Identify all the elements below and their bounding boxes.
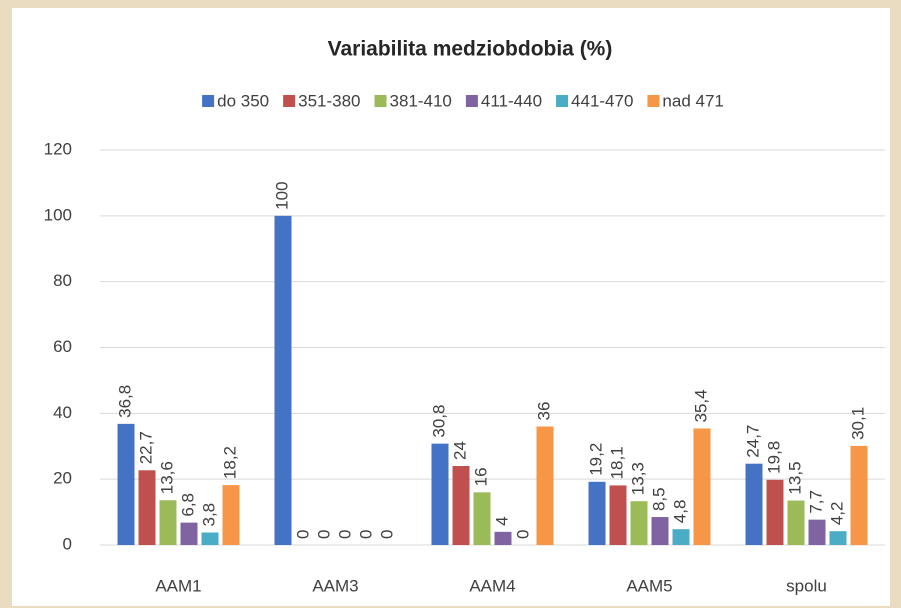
- y-tick-label: 100: [44, 205, 72, 224]
- data-label: 24: [450, 441, 469, 460]
- data-label: 7,7: [806, 490, 825, 514]
- x-tick-label: AAM5: [626, 576, 672, 595]
- legend-swatch: [556, 95, 569, 107]
- data-label: 4,8: [670, 500, 689, 524]
- legend-swatch: [374, 95, 387, 107]
- bar: [766, 479, 784, 545]
- y-tick-label: 40: [53, 403, 72, 422]
- data-label: 22,7: [136, 431, 155, 464]
- data-label: 18,1: [607, 446, 626, 479]
- bar: [829, 531, 847, 545]
- chart-background: [12, 8, 890, 606]
- data-label: 0: [356, 530, 375, 539]
- bar: [201, 532, 219, 545]
- data-label: 24,7: [743, 425, 762, 458]
- bar: [117, 423, 135, 545]
- bar: [431, 443, 449, 545]
- bar: [138, 470, 156, 545]
- legend-label: 411-440: [481, 91, 542, 110]
- bar: [588, 481, 606, 545]
- y-tick-label: 20: [53, 469, 72, 488]
- bar: [473, 492, 491, 545]
- data-label: 18,2: [220, 446, 239, 479]
- x-tick-label: AAM3: [312, 576, 358, 595]
- bar: [651, 517, 669, 545]
- data-label: 30,1: [848, 407, 867, 440]
- data-label: 100: [272, 181, 291, 209]
- y-tick-label: 80: [53, 271, 72, 290]
- data-label: 4,2: [827, 502, 846, 526]
- legend-label: 441-470: [571, 91, 633, 110]
- bar: [808, 519, 826, 545]
- data-label: 36,8: [115, 385, 134, 418]
- y-tick-label: 0: [63, 534, 72, 553]
- bar: [222, 485, 240, 545]
- bar: [494, 531, 512, 545]
- x-tick-label: AAM4: [469, 576, 515, 595]
- bar: [745, 463, 763, 545]
- bar: [159, 500, 177, 545]
- bar: [693, 428, 711, 545]
- legend-swatch: [202, 95, 215, 107]
- bar: [452, 466, 470, 545]
- data-label: 0: [377, 530, 396, 539]
- legend-swatch: [647, 95, 660, 107]
- x-tick-label: spolu: [786, 576, 827, 595]
- chart-title: Variabilita medziobdobia (%): [328, 38, 613, 61]
- data-label: 0: [513, 530, 532, 539]
- data-label: 0: [335, 530, 354, 539]
- bar: [787, 500, 805, 545]
- data-label: 0: [293, 530, 312, 539]
- legend-label: 381-410: [390, 91, 452, 110]
- data-label: 13,5: [785, 461, 804, 494]
- data-label: 6,8: [178, 493, 197, 517]
- y-tick-label: 120: [44, 139, 72, 158]
- bar: [850, 445, 868, 545]
- data-label: 19,8: [764, 441, 783, 474]
- bar: [274, 215, 292, 546]
- legend-label: 351-380: [298, 91, 360, 110]
- data-label: 16: [471, 467, 490, 486]
- data-label: 36: [534, 402, 553, 421]
- data-label: 13,3: [628, 462, 647, 495]
- legend-swatch: [465, 95, 478, 107]
- data-label: 3,8: [199, 503, 218, 527]
- bar: [630, 501, 648, 545]
- x-tick-label: AAM1: [155, 576, 201, 595]
- data-label: 4: [492, 516, 511, 525]
- data-label: 0: [314, 530, 333, 539]
- bar: [536, 426, 554, 545]
- bar: [180, 522, 198, 545]
- legend-swatch: [283, 95, 296, 107]
- data-label: 13,6: [157, 461, 176, 494]
- data-label: 30,8: [429, 405, 448, 438]
- bar: [672, 529, 690, 545]
- data-label: 35,4: [691, 389, 710, 422]
- legend-label: do 350: [217, 91, 269, 110]
- legend-label: nad 471: [662, 91, 723, 110]
- data-label: 19,2: [586, 443, 605, 476]
- data-label: 8,5: [649, 487, 668, 511]
- bar: [609, 485, 627, 545]
- y-tick-label: 60: [53, 337, 72, 356]
